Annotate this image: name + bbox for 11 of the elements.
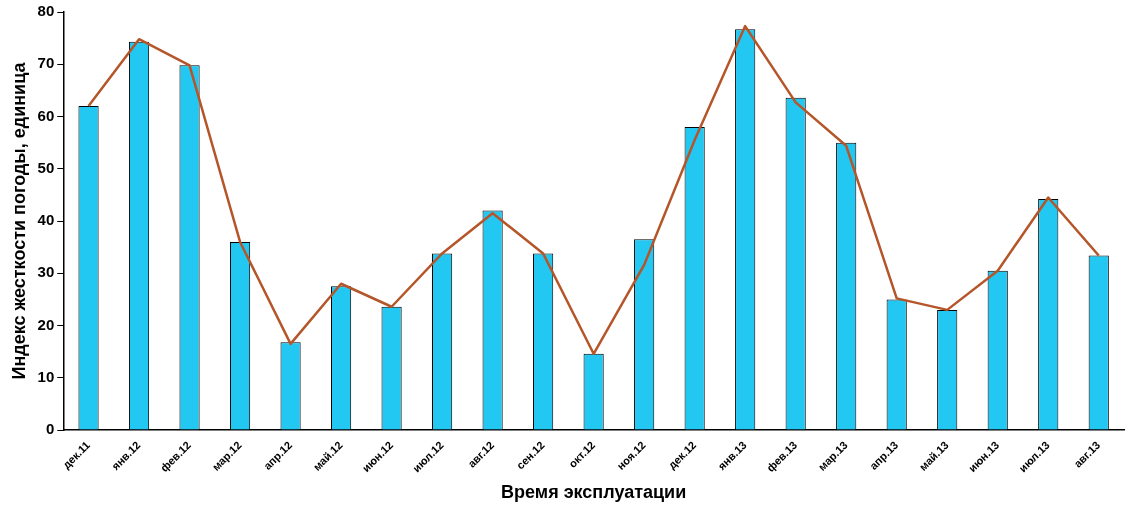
y-tick-label: 40 [37, 211, 55, 229]
y-tick-label: 60 [37, 106, 55, 124]
x-axis-title: Время эксплуатации [501, 482, 687, 503]
y-tick-label: 50 [37, 158, 55, 176]
y-axis-title: Индекс жесткости погоды, единица [8, 61, 29, 380]
y-tick-label: 70 [37, 54, 55, 72]
y-tick-label: 20 [37, 315, 55, 333]
y-tick-label: 10 [37, 367, 55, 385]
y-tick-label: 0 [45, 420, 55, 438]
y-tick-label: 80 [37, 2, 55, 20]
y-tick-label: 30 [37, 263, 55, 281]
